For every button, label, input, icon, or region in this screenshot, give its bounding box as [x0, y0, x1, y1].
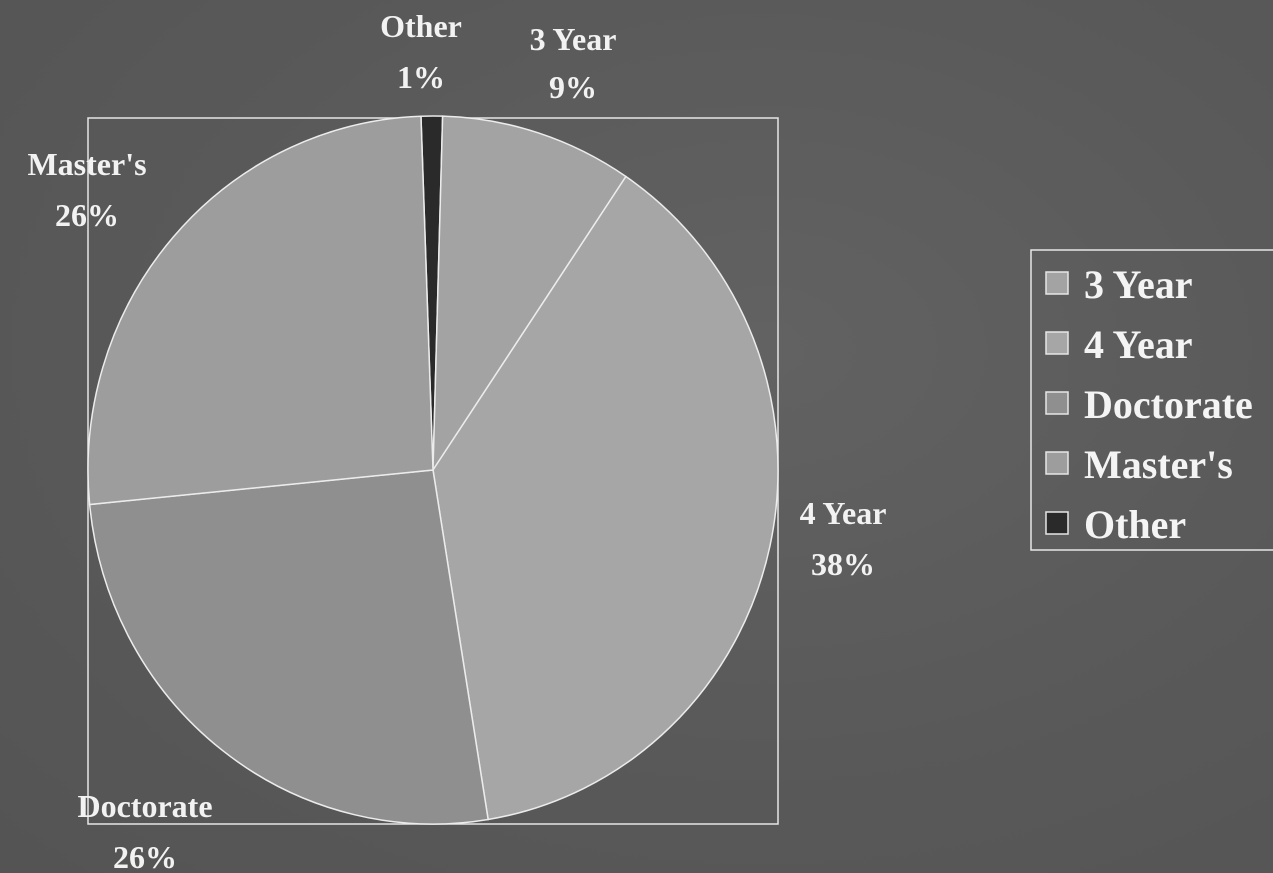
slice-label-other: Other: [380, 8, 462, 44]
legend-swatch-4-year: [1045, 331, 1069, 355]
slice-percent-doctorate: 26%: [113, 839, 177, 873]
slice-label-master-s: Master's: [27, 146, 146, 182]
slice-percent-master-s: 26%: [55, 197, 119, 233]
slice-percent-3-year: 9%: [549, 69, 597, 105]
legend-label-4-year: 4 Year: [1084, 322, 1192, 367]
legend-swatch-other: [1045, 511, 1069, 535]
legend: 3 Year 4 Year Doctorate Master's Other: [1030, 249, 1273, 551]
pie-slice-3-year: [432, 115, 627, 473]
legend-label-other: Other: [1084, 502, 1186, 547]
pie-slices: [87, 115, 779, 825]
legend-swatch-3-year: [1045, 271, 1069, 295]
legend-swatch-doctorate: [1045, 391, 1069, 415]
legend-label-3-year: 3 Year: [1084, 262, 1192, 307]
slice-label-4-year: 4 Year: [800, 495, 887, 531]
legend-box: [1030, 249, 1273, 551]
pie-slice-doctorate: [88, 469, 490, 825]
slice-percent-other: 1%: [397, 59, 445, 95]
pie-slice-4-year: [432, 175, 779, 821]
slice-label-doctorate: Doctorate: [77, 788, 212, 824]
slice-label-3-year: 3 Year: [530, 21, 617, 57]
slice-percent-4-year: 38%: [811, 546, 875, 582]
legend-swatch-master-s: [1045, 451, 1069, 475]
legend-label-master-s: Master's: [1084, 442, 1233, 487]
pie-slice-master-s: [87, 115, 434, 506]
slice-labels: Other 1% 3 Year 9% 4 Year 38% Doctorate 26% Mast…: [27, 8, 886, 873]
legend-label-doctorate: Doctorate: [1084, 382, 1253, 427]
